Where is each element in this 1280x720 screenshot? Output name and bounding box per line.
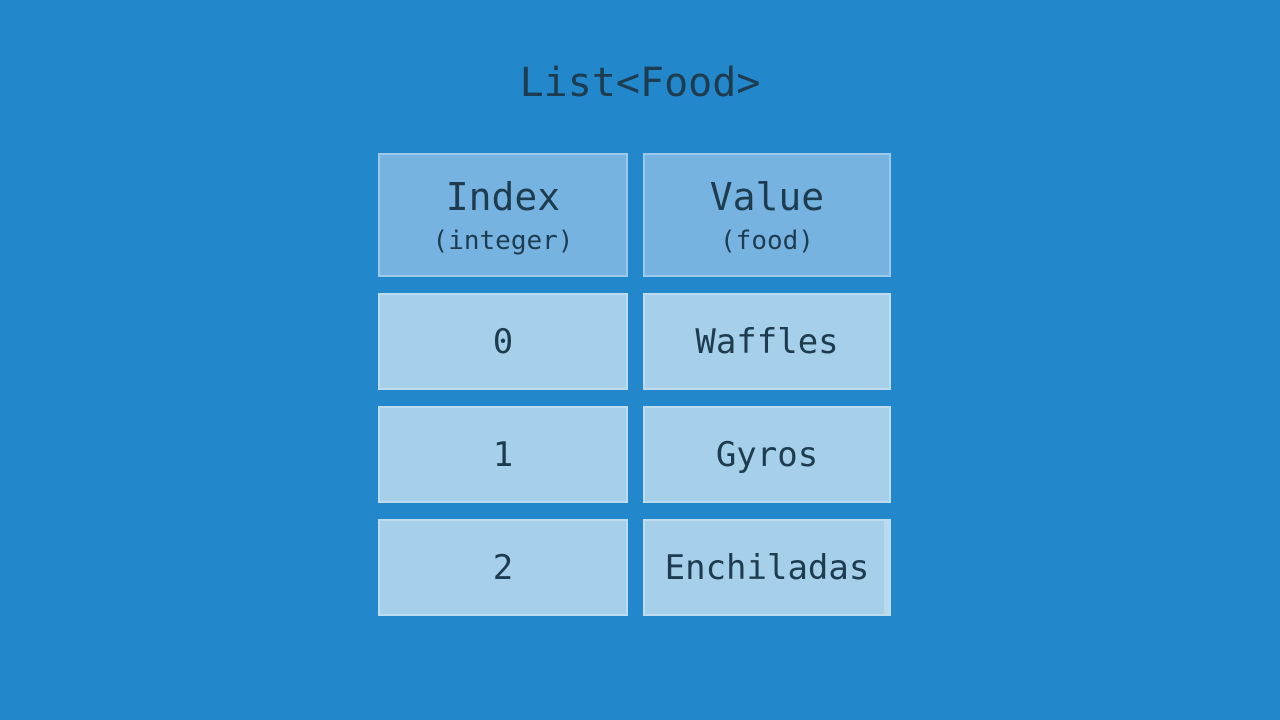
value-header-label: Value bbox=[709, 174, 825, 219]
value-cell-row-0: Waffles bbox=[643, 293, 891, 390]
index-cell-row-0: 0 bbox=[378, 293, 628, 390]
index-header-cell: Index (integer) bbox=[378, 153, 628, 277]
list-table: Index (integer) Value (food) 0 Waffles 1… bbox=[378, 153, 891, 616]
value-header-cell: Value (food) bbox=[643, 153, 891, 277]
index-header-label: Index bbox=[445, 174, 561, 219]
index-subheader-label: (integer) bbox=[432, 225, 574, 256]
value-subheader-label: (food) bbox=[720, 225, 814, 256]
index-cell-row-2: 2 bbox=[378, 519, 628, 616]
value-cell-row-2: Enchiladas bbox=[643, 519, 891, 616]
page-title: List<Food> bbox=[519, 60, 761, 106]
value-cell-row-1: Gyros bbox=[643, 406, 891, 503]
index-cell-row-1: 1 bbox=[378, 406, 628, 503]
